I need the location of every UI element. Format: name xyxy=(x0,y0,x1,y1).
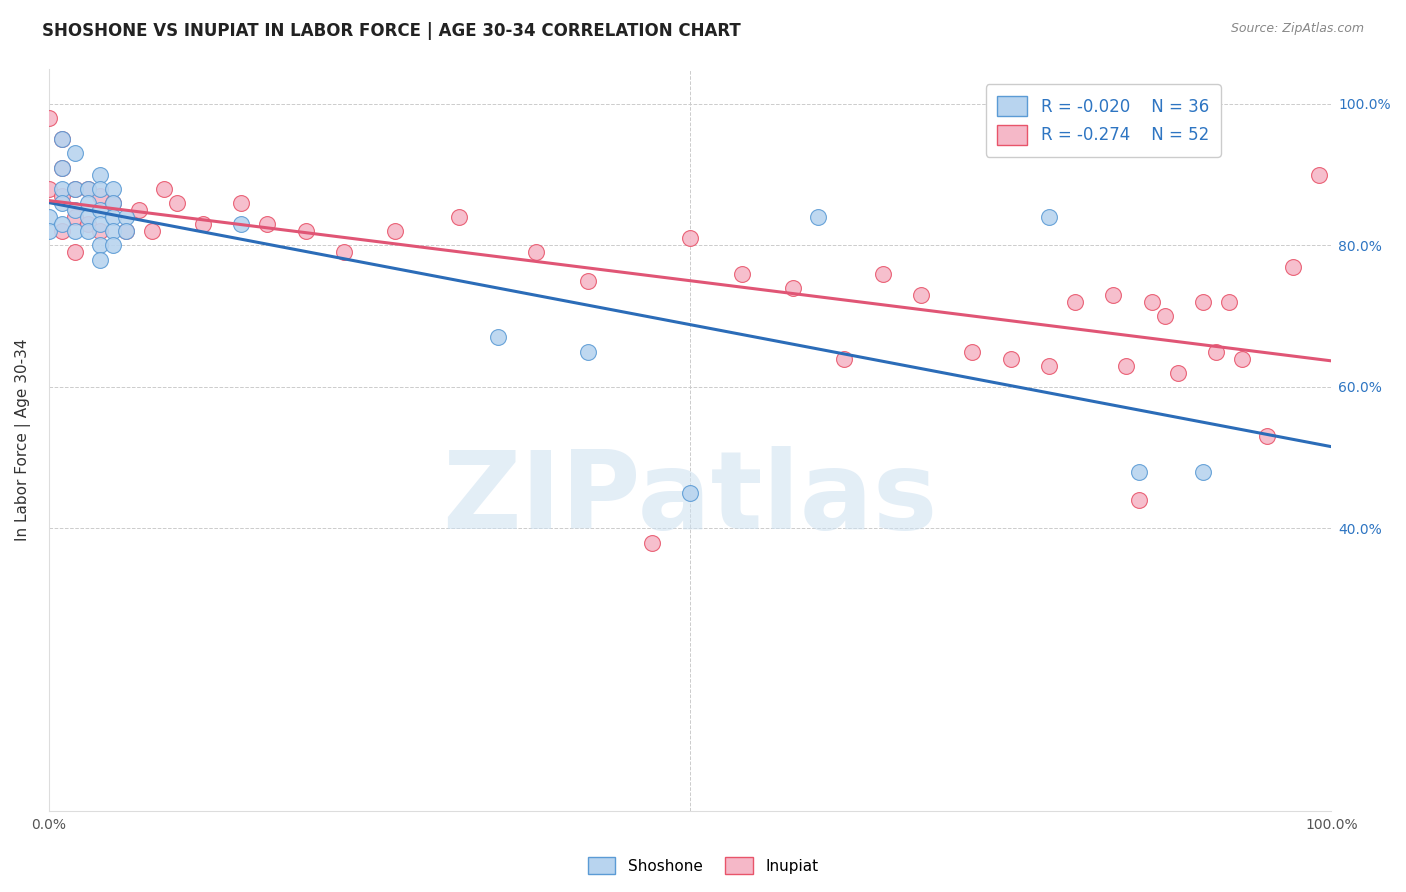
Point xyxy=(1102,288,1125,302)
Point xyxy=(89,168,111,182)
Point xyxy=(730,267,752,281)
Point xyxy=(641,535,664,549)
Point xyxy=(63,224,86,238)
Point xyxy=(384,224,406,238)
Point xyxy=(1256,429,1278,443)
Point xyxy=(63,210,86,224)
Point xyxy=(89,217,111,231)
Point xyxy=(191,217,214,231)
Point xyxy=(1128,493,1150,508)
Point xyxy=(256,217,278,231)
Legend: R = -0.020    N = 36, R = -0.274    N = 52: R = -0.020 N = 36, R = -0.274 N = 52 xyxy=(986,84,1220,157)
Point xyxy=(89,189,111,203)
Point xyxy=(1128,465,1150,479)
Point xyxy=(576,344,599,359)
Y-axis label: In Labor Force | Age 30-34: In Labor Force | Age 30-34 xyxy=(15,339,31,541)
Point xyxy=(38,224,60,238)
Point xyxy=(101,210,124,224)
Point xyxy=(38,182,60,196)
Point xyxy=(1308,168,1330,182)
Point xyxy=(1000,351,1022,366)
Point xyxy=(449,210,471,224)
Point xyxy=(1205,344,1227,359)
Point xyxy=(141,224,163,238)
Point xyxy=(63,182,86,196)
Point xyxy=(782,281,804,295)
Point xyxy=(89,238,111,252)
Point xyxy=(89,224,111,238)
Point xyxy=(76,182,98,196)
Point xyxy=(38,111,60,125)
Point xyxy=(962,344,984,359)
Point xyxy=(1140,295,1163,310)
Point xyxy=(101,182,124,196)
Point xyxy=(872,267,894,281)
Point xyxy=(1192,295,1215,310)
Point xyxy=(51,132,73,146)
Text: SHOSHONE VS INUPIAT IN LABOR FORCE | AGE 30-34 CORRELATION CHART: SHOSHONE VS INUPIAT IN LABOR FORCE | AGE… xyxy=(42,22,741,40)
Point xyxy=(128,202,150,217)
Point xyxy=(166,196,188,211)
Legend: Shoshone, Inupiat: Shoshone, Inupiat xyxy=(582,851,824,880)
Point xyxy=(76,196,98,211)
Point xyxy=(1230,351,1253,366)
Point xyxy=(51,189,73,203)
Point xyxy=(333,245,356,260)
Point xyxy=(63,202,86,217)
Point xyxy=(1218,295,1240,310)
Point xyxy=(832,351,855,366)
Point xyxy=(38,210,60,224)
Point xyxy=(89,202,111,217)
Point xyxy=(679,486,702,500)
Point xyxy=(51,182,73,196)
Point xyxy=(231,196,253,211)
Point xyxy=(294,224,316,238)
Point xyxy=(76,182,98,196)
Point xyxy=(51,224,73,238)
Point xyxy=(231,217,253,231)
Point xyxy=(910,288,932,302)
Point xyxy=(63,146,86,161)
Point xyxy=(679,231,702,245)
Point xyxy=(1038,210,1060,224)
Point xyxy=(807,210,830,224)
Point xyxy=(115,224,138,238)
Point xyxy=(1038,359,1060,373)
Point xyxy=(51,161,73,175)
Point xyxy=(63,182,86,196)
Point xyxy=(101,238,124,252)
Point xyxy=(101,196,124,211)
Point xyxy=(486,330,509,344)
Point xyxy=(89,182,111,196)
Point xyxy=(115,224,138,238)
Point xyxy=(576,274,599,288)
Point xyxy=(1115,359,1137,373)
Point xyxy=(63,245,86,260)
Point xyxy=(153,182,176,196)
Point xyxy=(1064,295,1087,310)
Point xyxy=(524,245,547,260)
Point xyxy=(51,132,73,146)
Point xyxy=(1192,465,1215,479)
Point xyxy=(76,217,98,231)
Point xyxy=(1153,309,1175,323)
Point xyxy=(1167,366,1189,380)
Point xyxy=(115,210,138,224)
Text: ZIPatlas: ZIPatlas xyxy=(443,446,938,552)
Point xyxy=(1282,260,1305,274)
Point xyxy=(76,224,98,238)
Point xyxy=(51,217,73,231)
Point xyxy=(51,196,73,211)
Point xyxy=(76,210,98,224)
Text: Source: ZipAtlas.com: Source: ZipAtlas.com xyxy=(1230,22,1364,36)
Point xyxy=(89,252,111,267)
Point xyxy=(101,224,124,238)
Point xyxy=(101,196,124,211)
Point xyxy=(51,161,73,175)
